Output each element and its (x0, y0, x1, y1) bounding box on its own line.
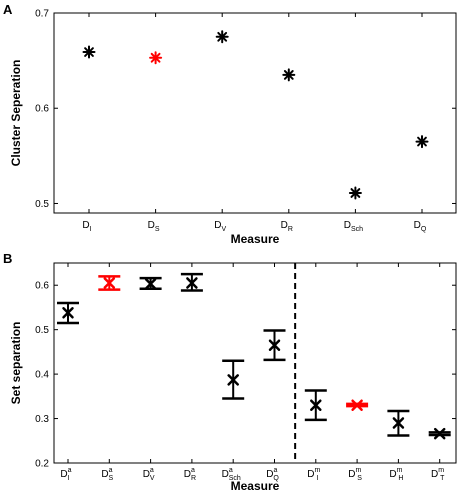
panel-a-y-tick-label: 0.6 (35, 104, 49, 115)
panel-a: A 0.5 0.6 0.7 DI DS DV DR DSch DQ Measure Clust… (3, 2, 457, 246)
panel-a-x-tick-label: DR (281, 220, 293, 233)
panel-b-x-ticks: Da I Da S Da V Da R Da Sch Da Q Dm I Dm S Dm H Dm T (60, 263, 445, 482)
panel-b-x-tick-label: Dm H (389, 467, 403, 482)
panel-a-y-ticks: 0.5 0.6 0.7 (35, 9, 456, 210)
panel-b-x-tick-label: Da R (184, 467, 196, 482)
panel-a-y-axis-label: Cluster Seperation (9, 60, 23, 167)
panel-b-errorbar (180, 272, 203, 292)
panel-a-data-point (415, 135, 429, 149)
panel-a-points (82, 30, 429, 200)
panel-b-errorbar (387, 409, 410, 437)
panel-a-axes-box (53, 12, 457, 214)
panel-b-y-tick-label: 0.4 (35, 370, 49, 381)
panel-a-data-point (348, 186, 362, 200)
panel-a-data-point (149, 51, 163, 65)
panel-a-x-axis-label: Measure (231, 232, 280, 246)
panel-b-x-axis-label: Measure (231, 479, 280, 493)
panel-b-x-tick-label: Da I (60, 467, 71, 482)
panel-a-x-tick-label: DSch (344, 220, 363, 233)
panel-b-x-tick-label: Da S (101, 467, 113, 482)
panel-b-errorbar (139, 276, 162, 291)
panel-b-y-tick-label: 0.5 (35, 325, 49, 336)
panel-b-y-axis-label: Set separation (9, 322, 23, 405)
panel-b-y-tick-label: 0.2 (35, 459, 49, 470)
panel-a-y-tick-label: 0.7 (35, 9, 49, 20)
panel-b-y-ticks: 0.2 0.3 0.4 0.5 0.6 (35, 281, 456, 470)
panel-a-x-tick-label: DQ (414, 220, 427, 233)
panel-b-errorbar (304, 389, 327, 422)
panel-b-errorbar (57, 301, 79, 325)
panel-a-data-point (215, 30, 229, 44)
panel-b-errorbar (222, 359, 245, 400)
panel-b-errorbars (57, 272, 451, 440)
panel-a-label: A (3, 2, 13, 17)
panel-b-x-tick-label: Da Sch (222, 467, 241, 482)
panel-b-label: B (3, 251, 12, 266)
panel-a-y-tick-label: 0.5 (35, 199, 49, 210)
panel-b-x-tick-label: Dm S (348, 467, 362, 482)
panel-b-y-tick-label: 0.6 (35, 281, 49, 292)
panel-a-x-tick-label: DS (148, 220, 160, 233)
panel-b-errorbar (346, 399, 369, 411)
panel-b-y-tick-label: 0.3 (35, 414, 49, 425)
panel-a-x-ticks: DI DS DV DR DSch DQ (82, 13, 427, 233)
panel-a-data-point (282, 68, 296, 82)
panel-b-x-tick-label: Dm I (307, 467, 320, 482)
panel-b: B 0.2 0.3 0.4 0.5 0.6 Da I Da S Da V Da R Da Sch Da Q Dm… (3, 251, 457, 493)
panel-a-x-tick-label: DV (214, 220, 226, 233)
panel-a-data-point (82, 45, 96, 59)
panel-b-x-tick-label: Da V (143, 467, 155, 482)
panel-b-x-tick-label: Dm T (431, 467, 445, 482)
panel-b-errorbar (98, 275, 121, 291)
panel-b-errorbar (428, 427, 451, 440)
panel-b-axes-box (53, 262, 457, 464)
panel-b-errorbar (263, 329, 286, 362)
panel-a-x-tick-label: DI (82, 220, 91, 233)
panel-b-x-tick-label: Da Q (266, 467, 279, 482)
